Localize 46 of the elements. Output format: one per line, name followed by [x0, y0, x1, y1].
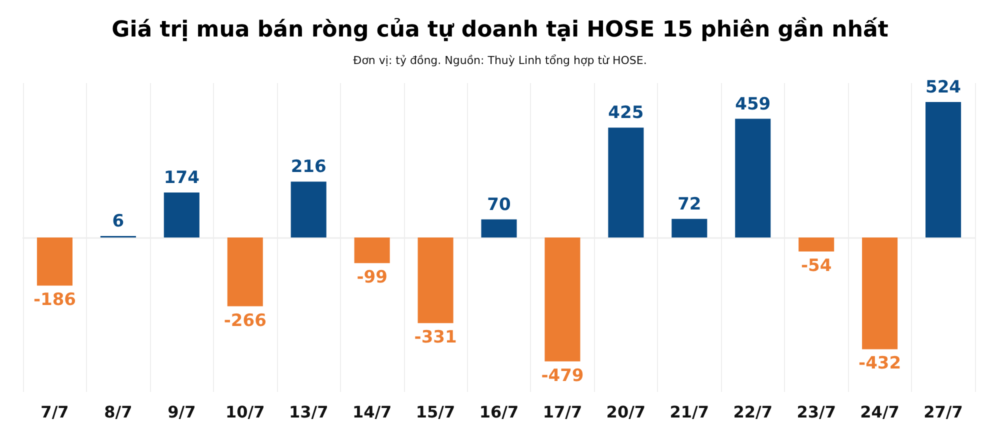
bar: [290, 182, 326, 238]
x-tick-label: 9/7: [168, 402, 196, 422]
x-tick-label: 22/7: [733, 402, 772, 422]
x-tick-label: 23/7: [796, 402, 836, 422]
data-label: -479: [541, 366, 584, 386]
data-label: 425: [608, 103, 644, 124]
bar: [418, 238, 454, 324]
x-tick-label: 27/7: [924, 402, 963, 422]
data-label: 216: [290, 157, 326, 178]
data-label: 72: [678, 194, 702, 214]
x-tick-label: 21/7: [670, 402, 710, 422]
x-tick-label: 8/7: [104, 402, 132, 422]
bar: [672, 218, 708, 238]
bar: [862, 238, 898, 350]
bar: [798, 238, 834, 252]
data-label: 6: [112, 211, 124, 232]
data-label: -432: [858, 354, 902, 374]
bar: [608, 128, 644, 238]
data-label: 524: [926, 77, 962, 98]
x-tick-label: 7/7: [40, 402, 69, 422]
chart-title: Giá trị mua bán ròng của tự doanh tại HOSE 15 phiên gần nhất: [112, 16, 889, 42]
data-label: -186: [33, 290, 76, 310]
x-tick-label: 15/7: [416, 402, 456, 422]
data-label: -54: [800, 256, 832, 276]
x-tick-label: 14/7: [352, 402, 392, 422]
bar: [354, 238, 390, 264]
x-tick-label: 13/7: [288, 402, 328, 422]
bar: [735, 118, 771, 238]
bar: [36, 238, 73, 286]
data-label: 459: [735, 94, 771, 114]
bar: [544, 238, 580, 362]
data-label: -331: [414, 328, 457, 348]
x-tick-label: 10/7: [226, 402, 265, 422]
chart-subtitle: Đơn vị: tỷ đồng. Nguồn: Thuỳ Linh tổng hợp từ HOSE.: [353, 54, 647, 67]
data-label: -99: [356, 268, 388, 288]
data-label: 174: [164, 168, 200, 188]
x-tick-label: 16/7: [479, 402, 519, 422]
data-label: -266: [224, 310, 266, 331]
x-tick-label: 17/7: [542, 402, 582, 422]
bar: [925, 102, 962, 238]
bar: [481, 219, 517, 238]
data-label: 70: [487, 194, 511, 215]
x-tick-label: 20/7: [606, 402, 646, 422]
bar: [164, 192, 200, 238]
bar: [227, 238, 263, 306]
x-tick-label: 24/7: [860, 402, 900, 422]
